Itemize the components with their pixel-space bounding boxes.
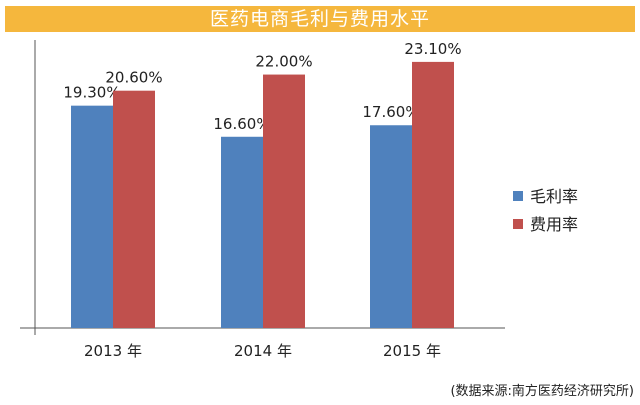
data-label-gross-margin-2: 16.60% xyxy=(213,115,270,133)
bar-expense-rate-3 xyxy=(412,61,454,328)
source-note: (数据来源:南方医药经济研究所) xyxy=(450,384,634,399)
chart-title: 医药电商毛利与费用水平 xyxy=(209,8,430,30)
bar-gross-margin-1 xyxy=(71,105,113,328)
title-band: 医药电商毛利与费用水平 xyxy=(5,6,635,32)
data-label-expense-rate-1: 20.60% xyxy=(105,69,162,87)
bar-gross-margin-3 xyxy=(370,125,412,328)
bar-gross-margin-2 xyxy=(221,136,263,328)
bar-expense-rate-1 xyxy=(113,90,155,328)
bar-expense-rate-2 xyxy=(263,74,305,328)
x-tick-label-1: 2013 年 xyxy=(84,342,142,360)
x-tick-label-3: 2015 年 xyxy=(383,342,441,360)
x-tick-label-2: 2014 年 xyxy=(234,342,292,360)
data-label-gross-margin-3: 17.60% xyxy=(362,103,419,121)
legend-swatch-gross-margin xyxy=(513,191,523,201)
data-label-expense-rate-3: 23.10% xyxy=(404,40,461,58)
legend-swatch-expense-rate xyxy=(513,219,523,229)
legend-label-expense-rate: 费用率 xyxy=(530,215,578,234)
legend-label-gross-margin: 毛利率 xyxy=(530,187,578,206)
data-label-gross-margin-1: 19.30% xyxy=(63,84,120,102)
data-label-expense-rate-2: 22.00% xyxy=(255,53,312,71)
